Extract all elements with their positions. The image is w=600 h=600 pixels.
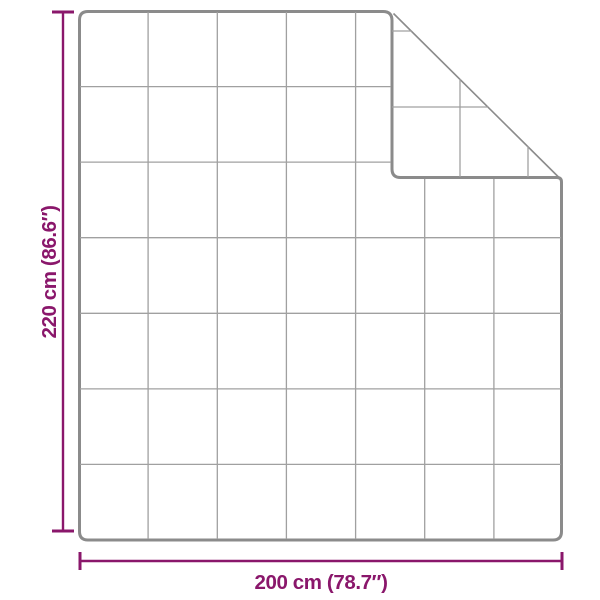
blanket-outline xyxy=(78,10,563,542)
width-dimension-label: 200 cm (78.7″) xyxy=(255,571,388,594)
height-dimension-label: 220 cm (86.6″) xyxy=(38,206,61,339)
quilt-grid-lines xyxy=(80,12,561,539)
folded-corner-crease-line xyxy=(392,12,561,180)
width-dimension-line xyxy=(78,552,564,570)
height-dimension-line xyxy=(52,10,74,533)
folded-corner-grid-lines xyxy=(392,30,529,177)
